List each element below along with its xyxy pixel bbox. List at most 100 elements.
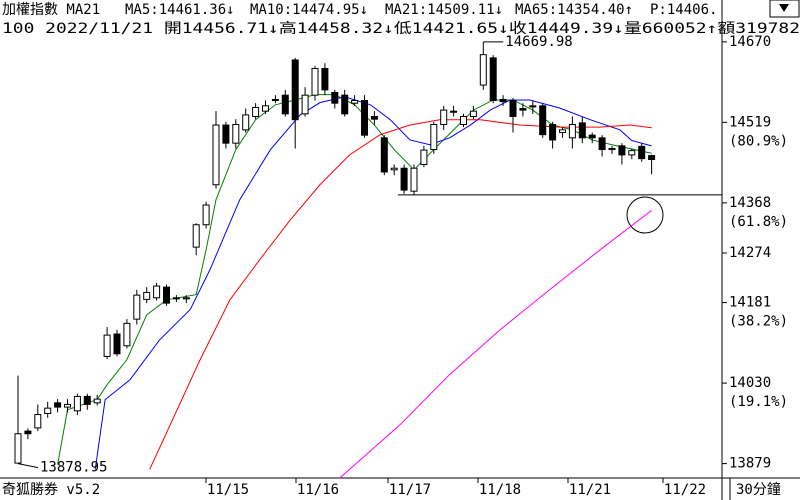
ma-line: [94, 96, 652, 470]
y-tick-note: (80.9%): [729, 133, 788, 149]
candle-body: [172, 297, 180, 300]
x-tick-label: 11/17: [389, 482, 431, 498]
y-tick-note: (38.2%): [729, 314, 788, 330]
candle-body: [73, 395, 81, 412]
low-label: 13878.95: [40, 460, 107, 476]
candle-body: [440, 109, 448, 126]
high-label: 14669.98: [505, 34, 572, 50]
candle-body: [499, 98, 507, 103]
candle-body: [529, 105, 537, 108]
candle-body: [311, 68, 319, 96]
candle-body: [163, 286, 170, 304]
candle-body: [281, 94, 289, 115]
candle-body: [559, 129, 566, 134]
low-pointer: [17, 463, 39, 469]
legend-entry: MA10:14474.95↓: [250, 2, 368, 18]
candle-body: [113, 333, 121, 355]
candle-body: [64, 403, 71, 408]
candle-body: [410, 167, 418, 192]
x-tick-label: 11/18: [479, 482, 521, 498]
candle-body: [331, 92, 339, 104]
y-tick-label: 14030: [729, 375, 771, 391]
candle-body: [578, 122, 586, 139]
candle-body: [598, 137, 606, 151]
x-tick-label: 11/21: [569, 482, 611, 498]
y-tick-label: 14274: [729, 245, 771, 261]
candle-body: [618, 145, 626, 156]
candle-body: [608, 147, 616, 151]
candle-body: [291, 59, 299, 121]
legend-entry: MA21:14509.11↓: [385, 2, 503, 18]
x-tick-label: 11/22: [664, 482, 706, 498]
candle-body: [648, 155, 656, 160]
candle-body: [549, 124, 557, 141]
candle-body: [321, 68, 329, 91]
candle-body: [341, 94, 349, 115]
candle-body: [192, 224, 200, 248]
candle-body: [153, 285, 161, 299]
y-tick-label: 14519: [729, 114, 771, 130]
highlight-circle: [626, 196, 664, 234]
candle-body: [539, 105, 547, 136]
candle-body: [262, 105, 269, 112]
candle-body: [232, 124, 240, 144]
candle-body: [519, 108, 527, 111]
candle-body: [93, 398, 101, 404]
candle-body: [14, 433, 22, 464]
y-tick-note: (61.8%): [729, 214, 788, 230]
candle-body: [202, 204, 210, 226]
x-tick-label: 11/16: [297, 482, 339, 498]
candle-body: [628, 150, 636, 156]
candle-body: [252, 106, 260, 118]
candle-body: [489, 57, 497, 102]
ma-line: [339, 209, 652, 479]
candle-body: [450, 110, 458, 113]
candle-body: [123, 322, 131, 347]
candle-body: [182, 297, 190, 300]
chart-title: 加權指數 MA21: [2, 2, 100, 18]
candle-body: [380, 137, 388, 173]
candle-body: [44, 407, 52, 414]
candle-body: [390, 167, 398, 171]
y-tick-label: 13879: [729, 456, 771, 472]
info-line: 100 2022/11/21 開14456.71↓高14458.32↓低1442…: [2, 20, 800, 37]
candle-body: [242, 114, 250, 131]
price-label: P:14406.: [650, 2, 717, 18]
candle-body: [54, 402, 62, 408]
y-tick-label: 14670: [729, 34, 771, 50]
candle-body: [222, 124, 230, 144]
menu-icon: [779, 4, 789, 12]
y-tick-note: (19.1%): [729, 394, 788, 410]
candle-body: [34, 414, 42, 429]
candle-body: [479, 54, 487, 86]
candle-body: [301, 94, 309, 115]
legend-entry: MA65:14354.40↑: [515, 2, 633, 18]
candle-body: [370, 116, 378, 120]
x-tick-label: 11/15: [207, 482, 249, 498]
candle-body: [568, 124, 576, 139]
candle-body: [271, 98, 279, 102]
candle-body: [351, 100, 359, 104]
candle-body: [588, 134, 596, 139]
candle-body: [83, 395, 91, 405]
candle-body: [212, 124, 220, 186]
candle-body: [24, 430, 32, 435]
candle-body: [133, 294, 141, 320]
candle-body: [400, 167, 408, 191]
legend-entry: MA5:14461.36↓: [125, 2, 235, 18]
candle-body: [638, 145, 646, 160]
candle-body: [420, 149, 428, 165]
y-tick-label: 14181: [729, 295, 771, 311]
y-tick-label: 14368: [729, 195, 771, 211]
candle-body: [460, 116, 467, 126]
period: 30分鐘: [736, 481, 781, 498]
candle-body: [469, 110, 477, 118]
candle-body: [143, 291, 151, 300]
candle-body: [103, 334, 111, 357]
candle-body: [430, 124, 438, 151]
brand: 奇狐勝券 v5.2: [2, 481, 100, 498]
candle-body: [361, 100, 368, 136]
candle-body: [509, 100, 517, 118]
